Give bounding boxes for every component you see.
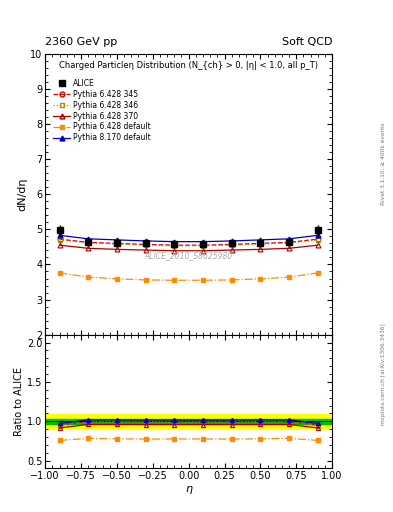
Text: 2360 GeV pp: 2360 GeV pp (45, 37, 118, 47)
X-axis label: η: η (185, 484, 192, 494)
Y-axis label: Ratio to ALICE: Ratio to ALICE (14, 367, 24, 436)
Text: Charged Particleη Distribution (N_{ch} > 0, |η| < 1.0, all p_T): Charged Particleη Distribution (N_{ch} >… (59, 61, 318, 70)
Y-axis label: dN/dη: dN/dη (17, 178, 28, 211)
Text: Soft QCD: Soft QCD (282, 37, 332, 47)
Legend: ALICE, Pythia 6.428 345, Pythia 6.428 346, Pythia 6.428 370, Pythia 6.428 defaul: ALICE, Pythia 6.428 345, Pythia 6.428 34… (52, 77, 152, 144)
Text: Rivet 3.1.10, ≥ 400k events: Rivet 3.1.10, ≥ 400k events (381, 122, 386, 205)
Text: ALICE_2010_S8625980: ALICE_2010_S8625980 (145, 251, 233, 261)
Text: mcplots.cern.ch [arXiv:1306.3436]: mcplots.cern.ch [arXiv:1306.3436] (381, 323, 386, 424)
